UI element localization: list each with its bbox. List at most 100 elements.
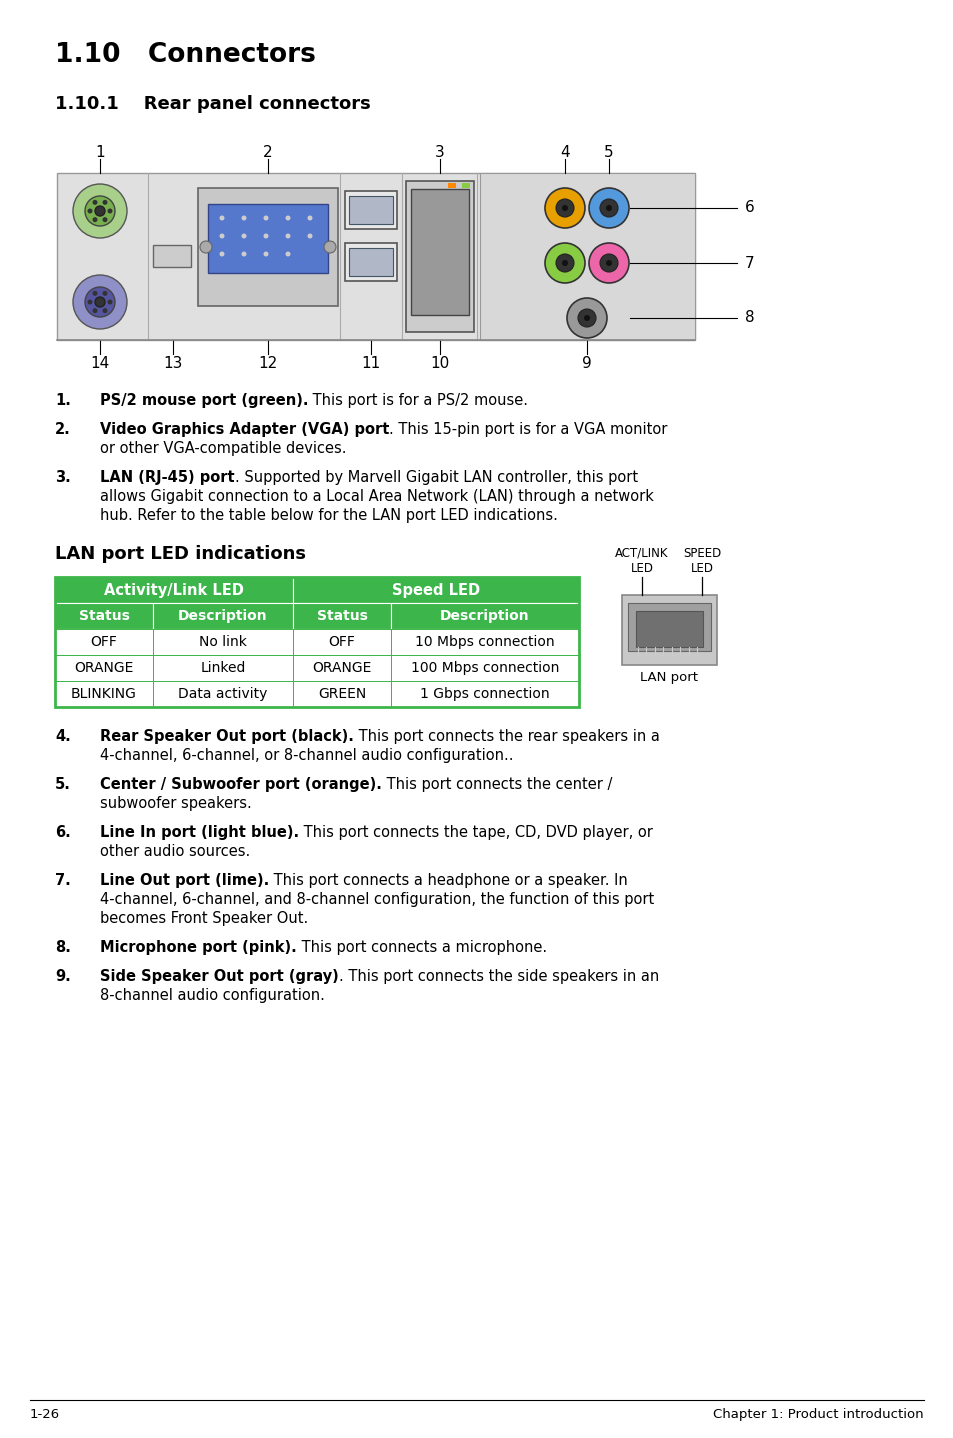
Text: 3.: 3. <box>55 470 71 485</box>
Text: Speed LED: Speed LED <box>392 582 479 598</box>
FancyBboxPatch shape <box>345 243 396 280</box>
Circle shape <box>263 252 268 256</box>
Bar <box>152 682 293 707</box>
Text: 12: 12 <box>258 357 277 371</box>
Text: This port connects the center /: This port connects the center / <box>381 777 612 792</box>
Text: Description: Description <box>439 610 529 623</box>
Bar <box>461 183 470 188</box>
FancyBboxPatch shape <box>636 611 702 647</box>
Bar <box>55 654 152 682</box>
Circle shape <box>578 309 596 326</box>
Bar <box>391 603 578 628</box>
Text: 7: 7 <box>744 256 754 270</box>
Circle shape <box>561 206 567 211</box>
Text: 8-channel audio configuration.: 8-channel audio configuration. <box>100 988 325 1002</box>
Circle shape <box>219 252 224 256</box>
Text: 4-channel, 6-channel, and 8-channel configuration, the function of this port: 4-channel, 6-channel, and 8-channel conf… <box>100 892 654 907</box>
Text: Video Graphics Adapter (VGA) port: Video Graphics Adapter (VGA) port <box>100 421 389 437</box>
Text: subwoofer speakers.: subwoofer speakers. <box>100 797 252 811</box>
Text: 1.10   Connectors: 1.10 Connectors <box>55 42 315 68</box>
Circle shape <box>556 198 574 217</box>
Bar <box>293 577 578 603</box>
Text: ORANGE: ORANGE <box>312 661 372 674</box>
Text: Status: Status <box>78 610 130 623</box>
Text: Microphone port (pink).: Microphone port (pink). <box>100 940 296 955</box>
Circle shape <box>73 184 127 239</box>
Circle shape <box>599 198 618 217</box>
Text: 6: 6 <box>744 200 754 216</box>
Text: LAN port LED indications: LAN port LED indications <box>55 545 306 564</box>
Circle shape <box>599 255 618 272</box>
Circle shape <box>285 252 291 256</box>
Text: Chapter 1: Product introduction: Chapter 1: Product introduction <box>713 1408 923 1421</box>
Text: BLINKING: BLINKING <box>71 687 137 700</box>
Text: PS/2 mouse port (green).: PS/2 mouse port (green). <box>100 393 308 408</box>
Circle shape <box>102 217 108 221</box>
Text: 8: 8 <box>744 311 754 325</box>
Text: 10 Mbps connection: 10 Mbps connection <box>415 636 555 649</box>
Text: This port connects the tape, CD, DVD player, or: This port connects the tape, CD, DVD pla… <box>299 825 652 840</box>
Bar <box>55 682 152 707</box>
Text: 4: 4 <box>559 145 569 160</box>
Text: Line In port (light blue).: Line In port (light blue). <box>100 825 299 840</box>
Circle shape <box>307 216 313 220</box>
Text: Description: Description <box>178 610 268 623</box>
Bar <box>152 628 293 654</box>
Bar <box>448 183 456 188</box>
Text: Side Speaker Out port (gray): Side Speaker Out port (gray) <box>100 969 338 984</box>
Text: 3: 3 <box>435 145 444 160</box>
Text: becomes Front Speaker Out.: becomes Front Speaker Out. <box>100 912 308 926</box>
Text: This port connects the rear speakers in a: This port connects the rear speakers in … <box>354 729 659 743</box>
Circle shape <box>108 299 112 305</box>
Text: 1: 1 <box>95 145 105 160</box>
Text: 1 Gbps connection: 1 Gbps connection <box>419 687 549 700</box>
Text: OFF: OFF <box>328 636 355 649</box>
Text: SPEED
LED: SPEED LED <box>682 546 720 575</box>
Text: hub. Refer to the table below for the LAN port LED indications.: hub. Refer to the table below for the LA… <box>100 508 558 523</box>
Text: This port connects a microphone.: This port connects a microphone. <box>296 940 546 955</box>
Circle shape <box>102 290 108 296</box>
Text: 9: 9 <box>581 357 591 371</box>
FancyBboxPatch shape <box>198 188 337 306</box>
Circle shape <box>307 233 313 239</box>
Bar <box>55 577 293 603</box>
Circle shape <box>241 252 246 256</box>
Text: 1.: 1. <box>55 393 71 408</box>
Circle shape <box>566 298 606 338</box>
Circle shape <box>588 243 628 283</box>
Circle shape <box>85 196 115 226</box>
Text: LAN (RJ-45) port: LAN (RJ-45) port <box>100 470 234 485</box>
FancyBboxPatch shape <box>479 173 695 339</box>
FancyBboxPatch shape <box>411 188 469 315</box>
Circle shape <box>108 209 112 213</box>
Circle shape <box>285 233 291 239</box>
Text: Rear Speaker Out port (black).: Rear Speaker Out port (black). <box>100 729 354 743</box>
Circle shape <box>324 242 335 253</box>
Bar <box>391 628 578 654</box>
Circle shape <box>219 233 224 239</box>
Text: ORANGE: ORANGE <box>74 661 133 674</box>
Circle shape <box>102 308 108 313</box>
Bar <box>391 654 578 682</box>
Bar <box>391 682 578 707</box>
Circle shape <box>561 260 567 266</box>
Text: 2.: 2. <box>55 421 71 437</box>
Bar <box>293 603 391 628</box>
Text: 100 Mbps connection: 100 Mbps connection <box>411 661 558 674</box>
Circle shape <box>605 260 612 266</box>
Circle shape <box>92 290 97 296</box>
Text: LAN port: LAN port <box>639 672 698 684</box>
Bar <box>293 682 391 707</box>
Text: This port is for a PS/2 mouse.: This port is for a PS/2 mouse. <box>308 393 528 408</box>
Circle shape <box>92 200 97 204</box>
FancyBboxPatch shape <box>57 173 695 339</box>
Text: other audio sources.: other audio sources. <box>100 844 250 858</box>
Text: OFF: OFF <box>91 636 117 649</box>
FancyBboxPatch shape <box>627 603 710 651</box>
Text: . This port connects the side speakers in an: . This port connects the side speakers i… <box>338 969 659 984</box>
Circle shape <box>88 299 92 305</box>
Bar <box>55 603 152 628</box>
Circle shape <box>95 206 105 216</box>
Text: Status: Status <box>316 610 367 623</box>
Text: 6.: 6. <box>55 825 71 840</box>
